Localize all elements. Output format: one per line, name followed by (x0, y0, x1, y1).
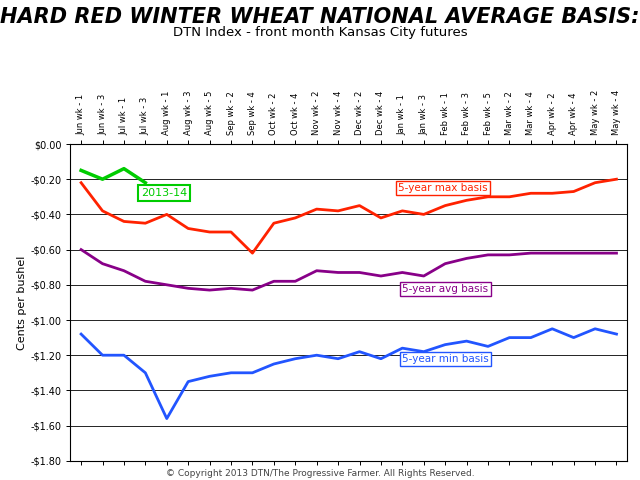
Text: DTN Index - front month Kansas City futures: DTN Index - front month Kansas City futu… (173, 26, 467, 39)
Text: HARD RED WINTER WHEAT NATIONAL AVERAGE BASIS:: HARD RED WINTER WHEAT NATIONAL AVERAGE B… (0, 7, 640, 27)
Text: 5-year max basis: 5-year max basis (398, 182, 488, 192)
Text: 2013-14: 2013-14 (141, 188, 188, 198)
Text: © Copyright 2013 DTN/The Progressive Farmer. All Rights Reserved.: © Copyright 2013 DTN/The Progressive Far… (166, 468, 474, 478)
Text: 5-year min basis: 5-year min basis (403, 354, 489, 364)
Text: 5-year avg basis: 5-year avg basis (403, 284, 488, 294)
Y-axis label: Cents per bushel: Cents per bushel (17, 255, 28, 349)
